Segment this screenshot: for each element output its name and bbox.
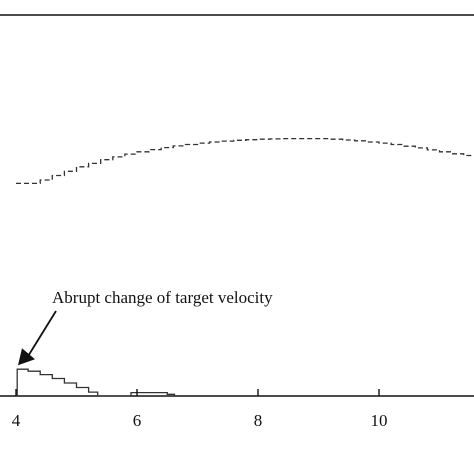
x-tick-label-4: 4: [12, 411, 21, 430]
annotation-arrow-head: [18, 348, 35, 366]
series-line-2: [16, 368, 176, 397]
annotation-layer: Abrupt change of target velocity: [18, 288, 273, 366]
x-tick-label-6: 6: [133, 411, 142, 430]
x-tick-label-10: 10: [371, 411, 388, 430]
x-axis-ticks: 4 6 8 10: [12, 389, 388, 430]
x-tick-label-8: 8: [254, 411, 263, 430]
annotation-arrow-shaft: [27, 310, 57, 357]
series-layer: [16, 137, 474, 397]
series-line-1: [16, 137, 474, 185]
annotation-text: Abrupt change of target velocity: [52, 288, 273, 307]
axes-frame: [0, 14, 474, 397]
